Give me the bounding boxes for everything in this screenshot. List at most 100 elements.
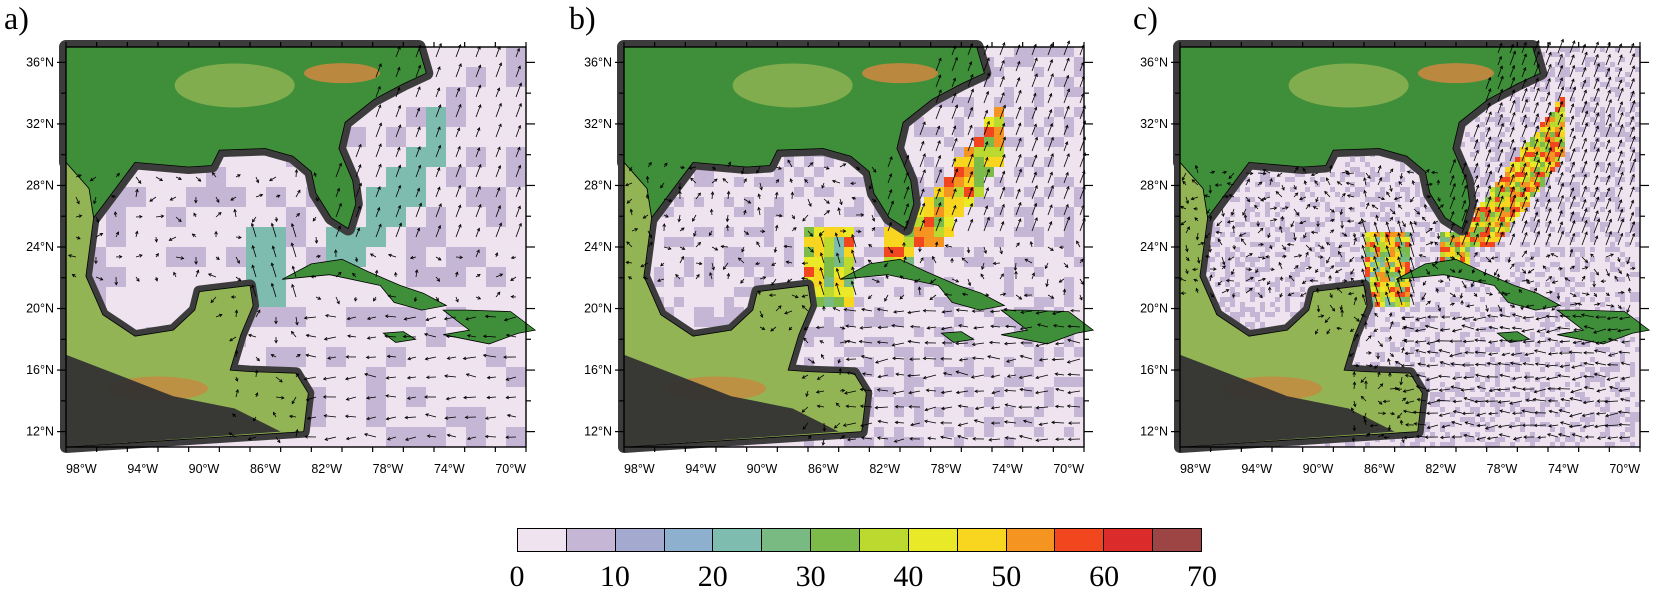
colorbar [517, 528, 1202, 552]
lat-tick-label: 24°N [584, 240, 612, 254]
axis-ticks [615, 42, 1093, 452]
lat-tick-label: 24°N [1140, 240, 1168, 254]
axis-ticks [57, 42, 535, 452]
pacific-shelf [1180, 354, 1395, 447]
land-jamaica [382, 331, 417, 343]
colorbar-label: 0 [509, 560, 525, 593]
lat-tick-label: 28°N [26, 178, 54, 192]
lat-tick-label: 36°N [584, 55, 612, 69]
lon-tick-label: 86°W [250, 462, 281, 476]
colorbar-label: 60 [1089, 560, 1120, 593]
colorbar-segment [615, 529, 665, 551]
velocity-vectors [1178, 38, 1637, 443]
velocity-vectors [67, 42, 522, 444]
colorbar-labels: 0 10 20 30 40 50 60 70 [510, 560, 1218, 596]
colorbar-segment [1006, 529, 1056, 551]
land-jamaica [1496, 331, 1531, 343]
map-panel-a: 36°N 32°N 28°N 24°N 20°N 16°N 12°N 98°W 94°W 90°W… [26, 40, 537, 476]
land-usa [623, 46, 985, 230]
velocity-vectors [624, 40, 1087, 446]
colorbar-segment [713, 529, 763, 551]
lon-tick-label: 98°W [624, 462, 655, 476]
land-cuba [1396, 258, 1562, 311]
lon-tick-label: 74°W [434, 462, 465, 476]
map-b-svg: 36°N 32°N 28°N 24°N 20°N 16°N 12°N 98°W 94°W 90°W… [584, 40, 1095, 476]
panel-label-c: c) [1133, 0, 1158, 36]
lat-tick-label: 32°N [584, 117, 612, 131]
lon-tick-label: 90°W [747, 462, 778, 476]
map-panel-c: 36°N 32°N 28°N 24°N 20°N 16°N 12°N 98°W 94°W 90°W… [1140, 38, 1651, 476]
lon-tick-label: 82°W [1425, 462, 1456, 476]
lon-tick-label: 90°W [189, 462, 220, 476]
lon-tick-label: 78°W [1487, 462, 1518, 476]
land-jamaica [940, 331, 975, 343]
lon-tick-label: 74°W [992, 462, 1023, 476]
lat-tick-label: 36°N [1140, 55, 1168, 69]
lat-tick-label: 20°N [26, 302, 54, 316]
colorbar-label: 40 [893, 560, 924, 593]
lon-tick-label: 90°W [1303, 462, 1334, 476]
axis-ticks [1171, 42, 1649, 452]
lon-tick-label: 78°W [373, 462, 404, 476]
colorbar-label: 10 [599, 560, 630, 593]
colorbar-label: 30 [795, 560, 826, 593]
lon-tick-label: 94°W [1241, 462, 1272, 476]
colorbar-segment [518, 529, 567, 551]
land-cuba [840, 258, 1006, 311]
lat-tick-label: 36°N [26, 55, 54, 69]
lat-tick-label: 32°N [26, 117, 54, 131]
land-mexico [65, 161, 309, 448]
lon-tick-label: 70°W [1053, 462, 1084, 476]
lat-tick-label: 12°N [1140, 425, 1168, 439]
lat-tick-label: 16°N [584, 363, 612, 377]
lon-tick-label: 98°W [1180, 462, 1211, 476]
colorbar-label: 70 [1187, 560, 1217, 593]
lat-tick-label: 16°N [1140, 363, 1168, 377]
lat-tick-label: 20°N [584, 302, 612, 316]
colorbar-segment [908, 529, 958, 551]
colorbar-segment [566, 529, 616, 551]
lat-tick-label: 16°N [26, 363, 54, 377]
lat-tick-label: 12°N [584, 425, 612, 439]
land-usa [65, 46, 427, 230]
lon-tick-label: 74°W [1548, 462, 1579, 476]
lon-tick-label: 98°W [66, 462, 97, 476]
colorbar-segment [1153, 529, 1202, 551]
lon-tick-label: 70°W [1609, 462, 1640, 476]
colorbar-segment [762, 529, 812, 551]
land [65, 46, 537, 448]
colorbar-segment [1104, 529, 1154, 551]
panel-label-b: b) [569, 0, 596, 36]
pacific-shelf [66, 354, 281, 447]
lon-tick-label: 86°W [808, 462, 839, 476]
colorbar-segment [957, 529, 1007, 551]
lon-tick-label: 86°W [1364, 462, 1395, 476]
land [1179, 46, 1651, 448]
lat-tick-label: 28°N [1140, 178, 1168, 192]
colorbar-segment [1055, 529, 1105, 551]
lon-tick-label: 78°W [931, 462, 962, 476]
lat-tick-label: 24°N [26, 240, 54, 254]
colorbar-segment [664, 529, 714, 551]
lat-tick-label: 28°N [584, 178, 612, 192]
map-a-svg: 36°N 32°N 28°N 24°N 20°N 16°N 12°N 98°W 94°W 90°W… [26, 40, 537, 476]
colorbar-label: 20 [697, 560, 728, 593]
lat-tick-label: 12°N [26, 425, 54, 439]
pacific-shelf [624, 354, 839, 447]
lon-tick-label: 94°W [685, 462, 716, 476]
colorbar-segment [811, 529, 861, 551]
map-c-svg: 36°N 32°N 28°N 24°N 20°N 16°N 12°N 98°W 94°W 90°W… [1140, 38, 1651, 476]
land-cuba [282, 258, 448, 311]
colorbar-label: 50 [991, 560, 1022, 593]
lon-tick-label: 82°W [869, 462, 900, 476]
panel-label-a: a) [4, 0, 29, 36]
land-hispaniola [1556, 309, 1651, 345]
lat-tick-label: 20°N [1140, 302, 1168, 316]
lon-tick-label: 94°W [127, 462, 158, 476]
land-usa [1179, 46, 1541, 230]
map-panel-b: 36°N 32°N 28°N 24°N 20°N 16°N 12°N 98°W 94°W 90°W… [584, 40, 1095, 476]
lon-tick-label: 82°W [311, 462, 342, 476]
lat-tick-label: 32°N [1140, 117, 1168, 131]
colorbar-segment [860, 529, 909, 551]
lon-tick-label: 70°W [495, 462, 526, 476]
